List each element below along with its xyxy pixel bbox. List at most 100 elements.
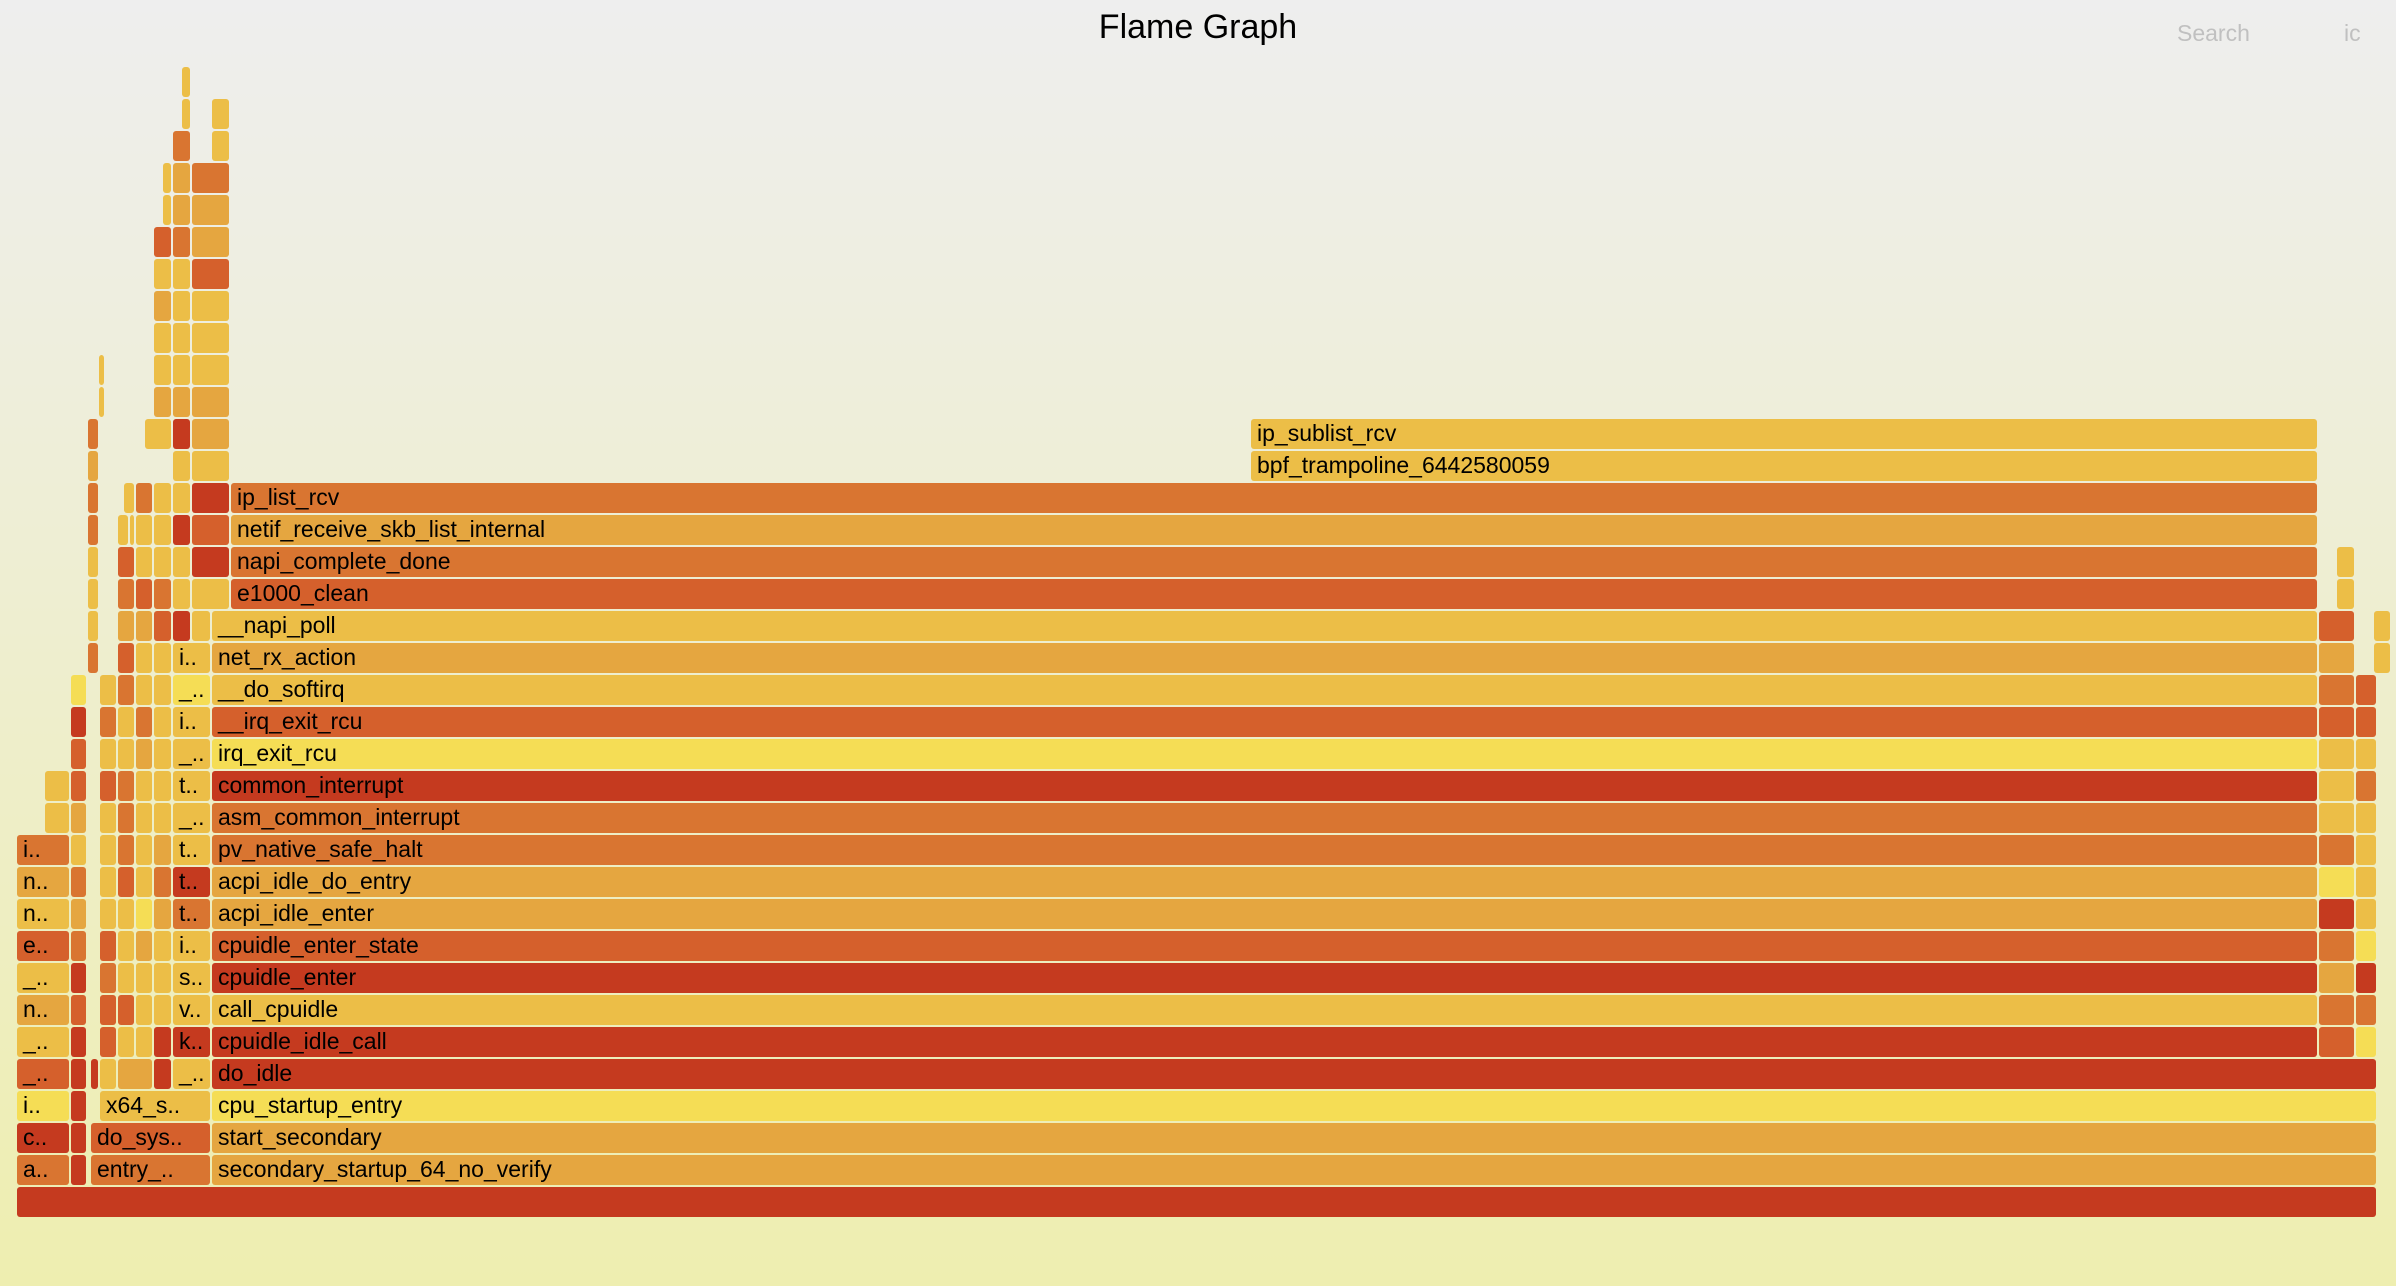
flame-frame-rect[interactable] xyxy=(173,1059,210,1089)
flame-frame[interactable] xyxy=(192,323,229,353)
flame-frame-rect[interactable] xyxy=(136,675,152,705)
flame-frame[interactable] xyxy=(173,291,190,321)
flame-frame-rect[interactable] xyxy=(154,611,171,641)
flame-frame-rect[interactable] xyxy=(192,483,229,513)
flame-frame[interactable]: n.. xyxy=(17,995,69,1025)
flame-frame-rect[interactable] xyxy=(118,579,134,609)
flame-frame[interactable]: i.. xyxy=(173,643,210,673)
flame-frame[interactable]: t.. xyxy=(173,867,210,897)
flame-frame[interactable] xyxy=(192,387,229,417)
flame-frame-rect[interactable] xyxy=(173,1027,210,1057)
flame-frame-rect[interactable] xyxy=(2319,803,2354,833)
flame-frame[interactable] xyxy=(2319,739,2354,769)
flame-frame-rect[interactable] xyxy=(2319,739,2354,769)
flame-frame-rect[interactable] xyxy=(100,931,116,961)
flame-frame[interactable] xyxy=(71,1155,86,1185)
flame-frame[interactable]: call_cpuidle xyxy=(212,995,2317,1025)
flame-frame[interactable] xyxy=(154,1059,171,1089)
flame-frame-rect[interactable] xyxy=(2374,611,2390,641)
flame-frame[interactable]: ip_sublist_rcv xyxy=(1251,419,2317,449)
flame-frame-rect[interactable] xyxy=(136,643,152,673)
flame-frame[interactable] xyxy=(2356,867,2376,897)
flame-frame-rect[interactable] xyxy=(136,771,152,801)
flame-frame-rect[interactable] xyxy=(100,963,116,993)
flame-frame-rect[interactable] xyxy=(2356,963,2376,993)
flame-frame[interactable] xyxy=(136,867,152,897)
flame-frame-rect[interactable] xyxy=(88,451,98,481)
flame-frame-rect[interactable] xyxy=(212,899,2317,929)
flame-frame[interactable]: e.. xyxy=(17,931,69,961)
flame-frame[interactable]: v.. xyxy=(173,995,210,1025)
flame-frame[interactable] xyxy=(71,803,86,833)
flame-frame[interactable]: ip_list_rcv xyxy=(231,483,2317,513)
flame-frame[interactable] xyxy=(130,515,134,545)
flame-frame-rect[interactable] xyxy=(71,995,86,1025)
flame-frame-rect[interactable] xyxy=(71,931,86,961)
flame-frame-rect[interactable] xyxy=(173,387,190,417)
flame-frame[interactable] xyxy=(136,483,152,513)
flame-frame[interactable]: acpi_idle_do_entry xyxy=(212,867,2317,897)
flame-frame-rect[interactable] xyxy=(173,515,190,545)
flame-frame-rect[interactable] xyxy=(192,515,229,545)
flame-frame-rect[interactable] xyxy=(2356,771,2376,801)
flame-frame[interactable] xyxy=(136,995,152,1025)
flame-frame[interactable] xyxy=(100,931,116,961)
flame-frame-rect[interactable] xyxy=(173,963,210,993)
flame-frame[interactable] xyxy=(154,483,171,513)
flame-frame[interactable] xyxy=(71,675,86,705)
flame-frame-rect[interactable] xyxy=(88,483,98,513)
flame-frame-rect[interactable] xyxy=(173,931,210,961)
flame-frame-rect[interactable] xyxy=(91,1123,210,1153)
flame-frame[interactable] xyxy=(71,1091,86,1121)
flame-frame-rect[interactable] xyxy=(45,771,69,801)
flame-frame[interactable] xyxy=(192,611,210,641)
flame-frame[interactable] xyxy=(182,67,190,97)
flame-frame-rect[interactable] xyxy=(173,195,190,225)
flame-frame[interactable] xyxy=(2356,1027,2376,1057)
flame-frame-rect[interactable] xyxy=(163,195,171,225)
flame-frame-rect[interactable] xyxy=(100,707,116,737)
flame-frame[interactable] xyxy=(154,387,171,417)
flame-frame-rect[interactable] xyxy=(17,1123,69,1153)
flame-frame[interactable] xyxy=(136,771,152,801)
flame-frame[interactable]: secondary_startup_64_no_verify xyxy=(212,1155,2376,1185)
flame-frame-rect[interactable] xyxy=(118,515,128,545)
flame-frame[interactable]: napi_complete_done xyxy=(231,547,2317,577)
flame-frame-rect[interactable] xyxy=(88,419,98,449)
flame-frame[interactable] xyxy=(192,483,229,513)
flame-frame[interactable] xyxy=(100,995,116,1025)
flame-frame-rect[interactable] xyxy=(118,611,134,641)
flame-frame[interactable] xyxy=(173,547,190,577)
flame-frame[interactable] xyxy=(154,227,171,257)
flame-frame-rect[interactable] xyxy=(173,547,190,577)
flame-frame[interactable] xyxy=(2356,771,2376,801)
flame-frame[interactable]: _.. xyxy=(173,739,210,769)
flame-frame-rect[interactable] xyxy=(2356,899,2376,929)
flame-frame-rect[interactable] xyxy=(154,515,171,545)
flame-frame[interactable] xyxy=(100,1027,116,1057)
flame-frame[interactable] xyxy=(88,643,98,673)
flame-frame-rect[interactable] xyxy=(154,259,171,289)
flame-frame[interactable] xyxy=(2356,739,2376,769)
flame-frame-rect[interactable] xyxy=(91,1059,98,1089)
flame-frame[interactable] xyxy=(136,515,152,545)
flame-frame-rect[interactable] xyxy=(212,1027,2317,1057)
flame-frame-rect[interactable] xyxy=(212,995,2317,1025)
flame-frame[interactable] xyxy=(154,579,171,609)
flame-frame[interactable] xyxy=(2374,611,2390,641)
flame-frame[interactable] xyxy=(2319,995,2354,1025)
flame-frame[interactable] xyxy=(2356,835,2376,865)
flame-frame[interactable] xyxy=(154,739,171,769)
flame-frame-rect[interactable] xyxy=(173,835,210,865)
flame-frame[interactable] xyxy=(71,707,86,737)
flame-frame[interactable] xyxy=(118,995,134,1025)
flame-frame-rect[interactable] xyxy=(71,739,86,769)
flame-frame[interactable]: c.. xyxy=(17,1123,69,1153)
flame-frame-rect[interactable] xyxy=(173,803,210,833)
flame-frame[interactable] xyxy=(192,227,229,257)
flame-frame[interactable] xyxy=(71,963,86,993)
flame-frame[interactable] xyxy=(136,675,152,705)
flame-frame-rect[interactable] xyxy=(88,643,98,673)
flame-frame-rect[interactable] xyxy=(17,867,69,897)
flame-frame-rect[interactable] xyxy=(71,899,86,929)
